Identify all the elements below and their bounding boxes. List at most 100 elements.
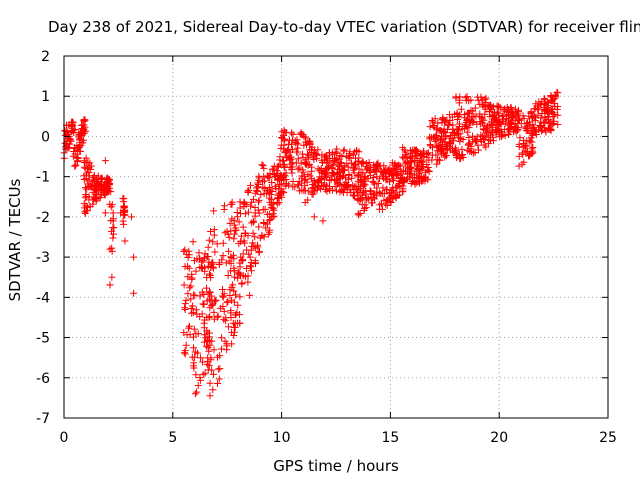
data-point	[218, 334, 226, 342]
data-point	[541, 100, 549, 108]
data-point	[93, 194, 101, 202]
data-point	[438, 144, 446, 152]
data-point	[207, 228, 215, 236]
data-point	[247, 267, 255, 275]
data-point	[257, 191, 265, 199]
data-point	[190, 325, 198, 333]
data-point	[378, 172, 386, 180]
data-point	[234, 274, 242, 282]
data-point	[418, 175, 426, 183]
data-point	[109, 224, 117, 232]
data-point	[192, 306, 200, 314]
data-point	[97, 175, 105, 183]
data-point	[191, 348, 199, 356]
data-point	[280, 126, 288, 134]
data-point	[69, 124, 77, 132]
data-point	[189, 344, 197, 352]
data-point	[336, 158, 344, 166]
data-point	[80, 117, 88, 125]
data-point	[378, 205, 386, 213]
data-point	[554, 111, 562, 119]
data-point	[204, 357, 212, 365]
data-point	[411, 180, 419, 188]
data-point	[74, 154, 82, 162]
data-point	[247, 202, 255, 210]
data-point	[289, 177, 297, 185]
data-point	[200, 324, 208, 332]
data-point	[486, 107, 494, 115]
data-point	[130, 289, 138, 297]
data-point	[72, 161, 80, 169]
data-point	[498, 112, 506, 120]
data-point	[441, 153, 449, 161]
data-point	[263, 189, 271, 197]
data-point	[106, 245, 114, 253]
data-point	[274, 194, 282, 202]
data-point	[464, 115, 472, 123]
data-point	[361, 205, 369, 213]
y-tick-label: -5	[36, 331, 50, 347]
data-point	[303, 141, 311, 149]
data-point	[392, 183, 400, 191]
data-point	[205, 362, 213, 370]
data-point	[273, 167, 281, 175]
data-point	[428, 156, 436, 164]
data-point	[332, 177, 340, 185]
data-point	[356, 189, 364, 197]
data-point	[210, 308, 218, 316]
data-point	[297, 129, 305, 137]
data-point	[211, 248, 219, 256]
data-point	[83, 185, 91, 193]
data-point	[182, 296, 190, 304]
data-point	[412, 152, 420, 160]
data-point	[69, 152, 77, 160]
data-point	[249, 229, 257, 237]
data-point	[246, 291, 254, 299]
data-point	[243, 264, 251, 272]
data-point	[373, 160, 381, 168]
data-point	[321, 186, 329, 194]
data-point	[210, 226, 218, 234]
data-point	[180, 329, 188, 337]
x-tick-label: 20	[490, 430, 508, 446]
data-point	[248, 198, 256, 206]
data-point	[255, 196, 263, 204]
data-point	[263, 210, 271, 218]
data-point	[530, 113, 538, 121]
data-point	[236, 319, 244, 327]
data-point	[528, 138, 536, 146]
data-point	[247, 263, 255, 271]
data-point	[304, 187, 312, 195]
data-point	[390, 190, 398, 198]
data-point	[468, 113, 476, 121]
data-point	[201, 331, 209, 339]
data-point	[440, 125, 448, 133]
data-point	[194, 382, 202, 390]
data-point	[224, 230, 232, 238]
data-point	[244, 272, 252, 280]
data-point	[301, 159, 309, 167]
data-point	[266, 186, 274, 194]
data-point	[253, 187, 261, 195]
data-point	[226, 286, 234, 294]
data-point	[107, 188, 115, 196]
data-point	[443, 146, 451, 154]
data-point	[275, 199, 283, 207]
data-point	[359, 158, 367, 166]
data-point	[196, 376, 204, 384]
data-point	[407, 179, 415, 187]
data-point	[387, 199, 395, 207]
data-point	[235, 240, 243, 248]
data-point	[308, 143, 316, 151]
data-point	[323, 159, 331, 167]
data-point	[104, 181, 112, 189]
grid-lines	[64, 56, 608, 418]
x-tick-label: 25	[599, 430, 617, 446]
data-point	[441, 117, 449, 125]
data-point	[487, 104, 495, 112]
data-point	[514, 109, 522, 117]
data-point	[438, 116, 446, 124]
data-point	[121, 207, 129, 215]
data-point	[101, 209, 109, 217]
